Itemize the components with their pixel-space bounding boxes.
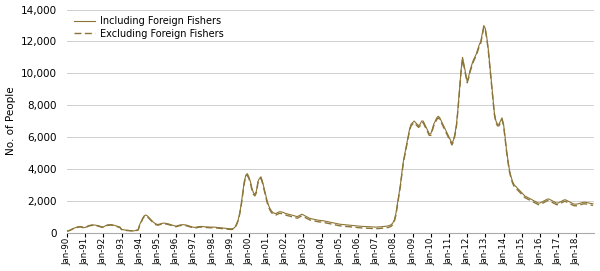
Legend: Including Foreign Fishers, Excluding Foreign Fishers: Including Foreign Fishers, Excluding For… bbox=[72, 14, 226, 41]
Line: Excluding Foreign Fishers: Excluding Foreign Fishers bbox=[67, 27, 593, 231]
Y-axis label: No. of People: No. of People bbox=[5, 87, 16, 155]
Line: Including Foreign Fishers: Including Foreign Fishers bbox=[67, 25, 593, 231]
